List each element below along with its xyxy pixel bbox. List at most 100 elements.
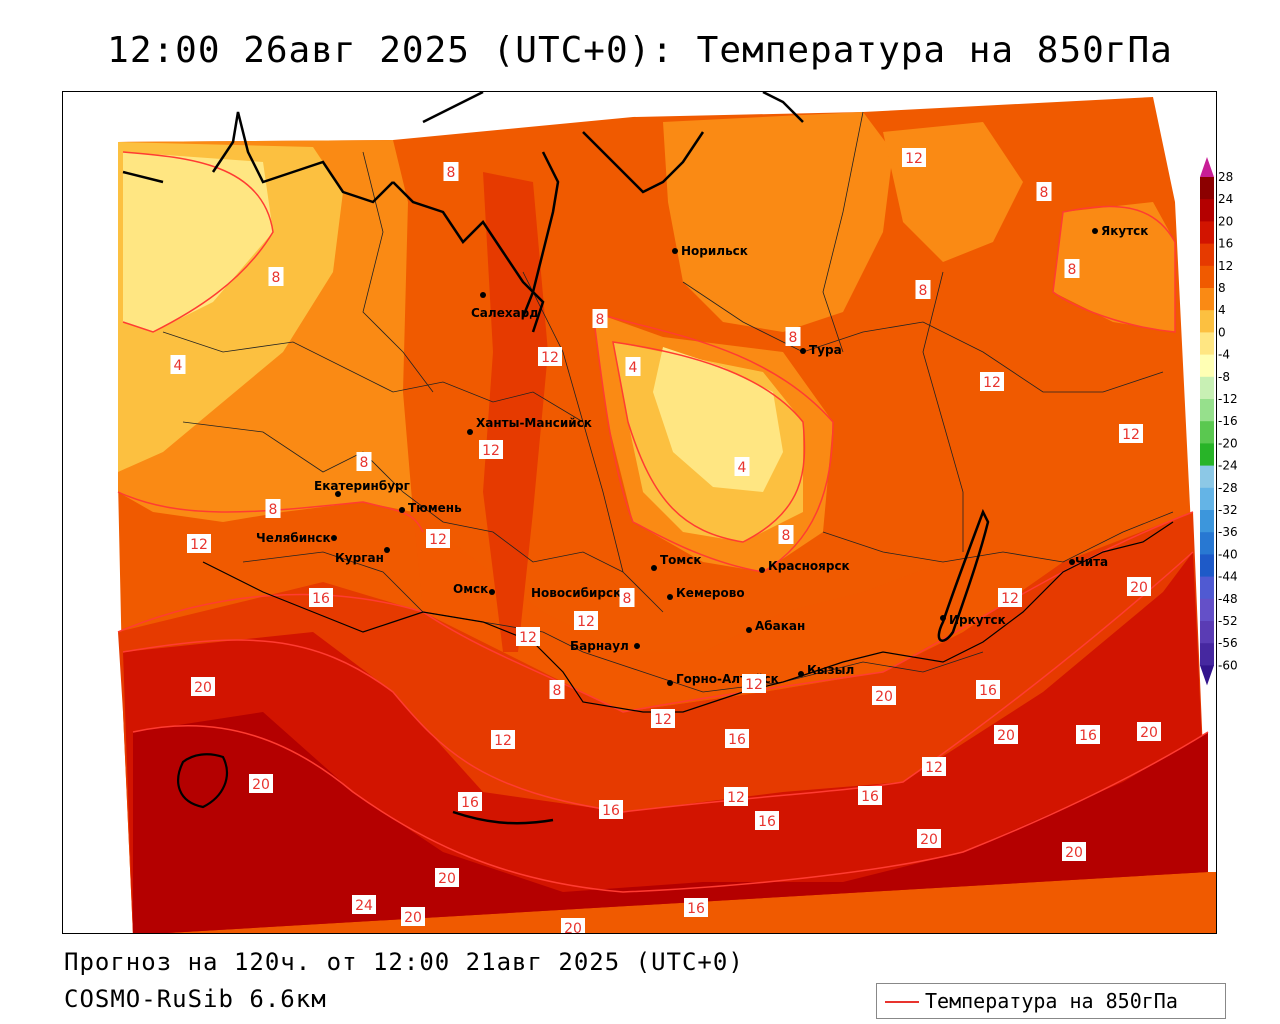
colorbar-scale: 28 24 20 16 12 8 4 0 -4 -8 -12 -16 -20 -24 -28 -32 -36 -4… (1200, 157, 1238, 686)
isotherm-label: 12 (922, 757, 946, 776)
colorbar-swatch (1200, 199, 1214, 222)
svg-text:20: 20 (194, 680, 212, 696)
colorbar-tick-label: -12 (1218, 392, 1238, 406)
svg-text:4: 4 (174, 358, 183, 374)
svg-text:8: 8 (782, 528, 791, 544)
colorbar-swatch (1200, 399, 1214, 422)
svg-text:8: 8 (596, 312, 605, 328)
map-canvas: Норильск Якутск Салехард Тура Ханты-Манс… (63, 92, 1216, 933)
svg-text:Тура: Тура (809, 343, 842, 357)
zone-8-ne (663, 112, 893, 332)
isotherm-label: 20 (1062, 842, 1086, 861)
svg-text:20: 20 (252, 777, 270, 793)
colorbar-swatch (1200, 598, 1214, 622)
country-border (202, 521, 1174, 713)
isotherm-label: 12 (574, 611, 598, 630)
colorbar-swatch (1200, 643, 1214, 666)
isotherm-label: 12 (479, 440, 503, 459)
svg-text:Тюмень: Тюмень (408, 501, 462, 515)
zone-0-central (653, 347, 783, 492)
svg-text:Екатеринбург: Екатеринбург (314, 479, 410, 493)
temperature-map: Норильск Якутск Салехард Тура Ханты-Манс… (62, 91, 1217, 934)
svg-text:Норильск: Норильск (681, 244, 748, 258)
isotherm-label: 12 (998, 588, 1022, 607)
colorbar-tick-label: -16 (1218, 414, 1238, 428)
svg-text:Новосибирск: Новосибирск (531, 586, 621, 600)
svg-text:16: 16 (758, 814, 776, 830)
city-yakutsk: Якутск (1092, 224, 1148, 238)
colorbar-swatch (1200, 576, 1214, 600)
isotherm-label: 16 (684, 898, 708, 917)
svg-text:12: 12 (541, 350, 559, 366)
colorbar-tick-label: 4 (1218, 303, 1226, 317)
svg-text:Иркутск: Иркутск (949, 613, 1006, 627)
svg-text:Барнаул: Барнаул (570, 639, 629, 653)
city-abakan: Абакан (746, 619, 805, 633)
isotherm-label: 12 (651, 709, 675, 728)
svg-text:12: 12 (654, 712, 672, 728)
isotherm-label: 8 (268, 267, 284, 286)
svg-text:16: 16 (687, 901, 705, 917)
colorbar-tick-label: 16 (1218, 237, 1233, 251)
svg-text:24: 24 (355, 898, 373, 914)
isotherm-label: 4 (170, 355, 186, 374)
city-khanty-mansiysk: Ханты-Мансийск (467, 416, 592, 435)
colorbar-tick-label: 24 (1218, 192, 1233, 206)
colorbar-tick-label: 8 (1218, 281, 1226, 295)
city-omsk: Омск (453, 582, 495, 596)
colorbar-tick-label: -32 (1218, 503, 1238, 517)
svg-text:8: 8 (553, 683, 562, 699)
svg-text:Салехард: Салехард (471, 306, 539, 320)
svg-text:12: 12 (905, 151, 923, 167)
isotherm-label: 20 (249, 774, 273, 793)
colorbar-tick-label: -52 (1218, 614, 1238, 628)
colorbar-swatch (1200, 510, 1214, 533)
colorbar-swatch (1200, 443, 1214, 467)
colorbar-tick-label: 12 (1218, 259, 1233, 273)
colorbar-swatch (1200, 354, 1214, 378)
svg-text:8: 8 (623, 591, 632, 607)
colorbar: 28 24 20 16 12 8 4 0 -4 -8 -12 -16 -20 -24 -28 -32 -36 -4… (1200, 155, 1280, 690)
svg-text:16: 16 (861, 789, 879, 805)
svg-text:8: 8 (272, 270, 281, 286)
svg-text:8: 8 (789, 330, 798, 346)
city-tomsk: Томск (651, 553, 702, 571)
colorbar-tick-label: -44 (1218, 570, 1238, 584)
isotherm-label: 8 (592, 309, 608, 328)
city-markers: Норильск Якутск Салехард Тура Ханты-Манс… (256, 224, 1148, 686)
colorbar-swatch (1200, 621, 1214, 644)
isotherm-labels: 8 12 8 8 8 8 4 8 4 8 12 4 12 12 12 8 8 8 12 12 16 12 12 12 8 8 12 2… (170, 148, 1161, 933)
isotherm-label: 8 (356, 452, 372, 471)
isotherm-label: 16 (725, 729, 749, 748)
legend-line-swatch (885, 1001, 919, 1003)
colorbar-swatch (1200, 310, 1214, 333)
lake-aral (177, 753, 228, 809)
svg-text:12: 12 (1122, 427, 1140, 443)
svg-text:Якутск: Якутск (1101, 224, 1148, 238)
isotherm-label: 20 (994, 725, 1018, 744)
city-barnaul: Барнаул (570, 639, 640, 653)
city-kurgan: Курган (335, 547, 390, 565)
isotherm-label: 12 (516, 627, 540, 646)
isotherm-label: 8 (785, 327, 801, 346)
isotherm-label: 20 (872, 686, 896, 705)
isotherm-label: 12 (724, 787, 748, 806)
city-krasnoyarsk: Красноярск (759, 559, 850, 573)
colorbar-top-arrow (1200, 157, 1214, 177)
svg-text:16: 16 (602, 803, 620, 819)
colorbar-swatch (1200, 177, 1214, 200)
isotherm-label: 12 (426, 529, 450, 548)
svg-text:16: 16 (979, 683, 997, 699)
isotherm-label: 8 (265, 499, 281, 518)
lake-balkhash (452, 810, 554, 825)
isotherm-label: 8 (778, 525, 794, 544)
colorbar-bottom-arrow (1200, 665, 1214, 686)
isotherm-label: 16 (858, 786, 882, 805)
svg-text:Томск: Томск (660, 553, 702, 567)
svg-text:12: 12 (983, 375, 1001, 391)
svg-text:12: 12 (1001, 591, 1019, 607)
colorbar-tick-label: -36 (1218, 525, 1238, 539)
isotherm-label: 12 (538, 347, 562, 366)
legend: Температура на 850гПа (876, 983, 1226, 1019)
colorbar-swatch (1200, 465, 1214, 489)
